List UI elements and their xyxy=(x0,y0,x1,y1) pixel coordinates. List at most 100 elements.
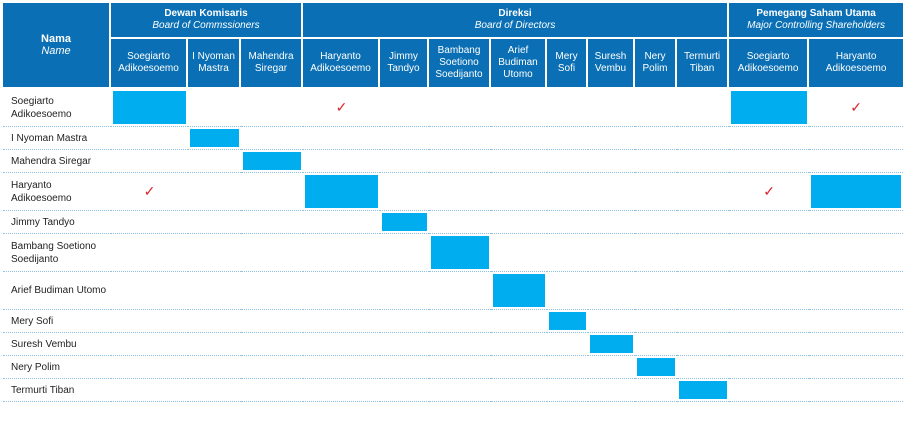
matrix-cell xyxy=(491,333,547,356)
checkmark-icon: ✓ xyxy=(763,182,775,199)
matrix-cell xyxy=(429,310,491,333)
matrix-cell xyxy=(303,333,380,356)
column-header: I Nyoman Mastra xyxy=(188,39,241,89)
column-header: Soegiarto Adikoesoemo xyxy=(111,39,188,89)
matrix-cell xyxy=(491,150,547,173)
matrix-cell xyxy=(111,272,188,310)
matrix-cell xyxy=(588,173,635,211)
checkmark-icon: ✓ xyxy=(335,98,348,115)
self-highlight-block xyxy=(637,358,675,376)
self-highlight-block xyxy=(811,175,902,208)
matrix-cell xyxy=(111,150,188,173)
matrix-cell xyxy=(241,234,303,272)
matrix-cell xyxy=(491,379,547,402)
matrix-cell xyxy=(729,333,810,356)
group-subtitle: Major Controlling Shareholders xyxy=(747,20,886,31)
column-header: Haryanto Adikoesoemo xyxy=(303,39,380,89)
matrix-cell xyxy=(188,310,241,333)
column-header: Nery Polim xyxy=(635,39,677,89)
matrix-cell xyxy=(588,272,635,310)
matrix-cell xyxy=(241,356,303,379)
matrix-cell xyxy=(677,379,730,402)
self-highlight-block xyxy=(731,91,808,124)
matrix-cell xyxy=(111,356,188,379)
self-highlight-block xyxy=(679,381,728,399)
matrix-cell xyxy=(188,356,241,379)
matrix-cell xyxy=(588,234,635,272)
matrix-cell: ✓ xyxy=(809,89,904,127)
matrix-cell xyxy=(635,333,677,356)
table-row: Haryanto Adikoesoemo ✓ ✓ xyxy=(3,173,904,211)
matrix-cell xyxy=(111,127,188,150)
matrix-cell xyxy=(547,89,588,127)
matrix-cell xyxy=(380,379,429,402)
matrix-cell xyxy=(303,173,380,211)
matrix-cell xyxy=(380,272,429,310)
row-name: Mahendra Siregar xyxy=(3,150,111,173)
table-row: Jimmy Tandyo xyxy=(3,211,904,234)
matrix-cell xyxy=(491,310,547,333)
row-name: Termurti Tiban xyxy=(3,379,111,402)
column-header: Mahendra Siregar xyxy=(241,39,303,89)
column-header: Termurti Tiban xyxy=(677,39,730,89)
table-body: Soegiarto Adikoesoemo ✓ ✓ I Nyoman Mastra Ma… xyxy=(3,89,904,402)
table-row: Termurti Tiban xyxy=(3,379,904,402)
row-name: Mery Sofi xyxy=(3,310,111,333)
matrix-cell xyxy=(588,127,635,150)
checkmark-icon: ✓ xyxy=(850,98,862,115)
matrix-cell xyxy=(303,379,380,402)
matrix-cell xyxy=(547,127,588,150)
matrix-cell: ✓ xyxy=(729,173,810,211)
matrix-cell xyxy=(111,333,188,356)
matrix-cell xyxy=(729,150,810,173)
matrix-cell xyxy=(111,234,188,272)
name-header-subtitle: Name xyxy=(41,45,71,57)
matrix-cell xyxy=(677,150,730,173)
row-name: Bambang Soetiono Soedijanto xyxy=(3,234,111,272)
self-highlight-block xyxy=(590,335,633,353)
matrix-cell xyxy=(491,211,547,234)
matrix-cell xyxy=(429,89,491,127)
name-column-header: Nama Name xyxy=(3,3,111,89)
column-header: Arief Budiman Utomo xyxy=(491,39,547,89)
matrix-cell xyxy=(241,150,303,173)
matrix-cell xyxy=(547,173,588,211)
table-row: Soegiarto Adikoesoemo ✓ ✓ xyxy=(3,89,904,127)
matrix-cell xyxy=(809,150,904,173)
matrix-cell xyxy=(547,150,588,173)
matrix-cell xyxy=(547,272,588,310)
matrix-cell xyxy=(588,89,635,127)
row-name: Arief Budiman Utomo xyxy=(3,272,111,310)
row-name: Suresh Vembu xyxy=(3,333,111,356)
table-row: Nery Polim xyxy=(3,356,904,379)
matrix-cell xyxy=(588,356,635,379)
matrix-cell xyxy=(809,310,904,333)
matrix-cell xyxy=(729,272,810,310)
matrix-cell xyxy=(635,234,677,272)
matrix-cell xyxy=(809,356,904,379)
row-name: I Nyoman Mastra xyxy=(3,127,111,150)
affiliation-table: Nama Name Dewan Komisaris Board of Comms… xyxy=(3,3,904,402)
table-row: Mahendra Siregar xyxy=(3,150,904,173)
matrix-cell xyxy=(547,211,588,234)
matrix-cell xyxy=(241,379,303,402)
group-subtitle: Board of Commssioners xyxy=(152,20,260,31)
matrix-cell xyxy=(429,356,491,379)
matrix-cell xyxy=(188,211,241,234)
matrix-cell xyxy=(547,379,588,402)
matrix-cell xyxy=(429,211,491,234)
matrix-cell xyxy=(429,150,491,173)
matrix-cell xyxy=(677,333,730,356)
matrix-cell xyxy=(188,89,241,127)
matrix-cell xyxy=(380,333,429,356)
matrix-cell xyxy=(429,333,491,356)
group-header-shareholders: Pemegang Saham Utama Major Controlling S… xyxy=(729,3,904,39)
matrix-cell xyxy=(677,272,730,310)
matrix-cell xyxy=(491,89,547,127)
matrix-cell xyxy=(729,211,810,234)
group-header-commissioners: Dewan Komisaris Board of Commssioners xyxy=(111,3,303,39)
self-highlight-block xyxy=(549,312,586,330)
matrix-cell xyxy=(241,127,303,150)
row-name: Soegiarto Adikoesoemo xyxy=(3,89,111,127)
column-header: Suresh Vembu xyxy=(588,39,635,89)
